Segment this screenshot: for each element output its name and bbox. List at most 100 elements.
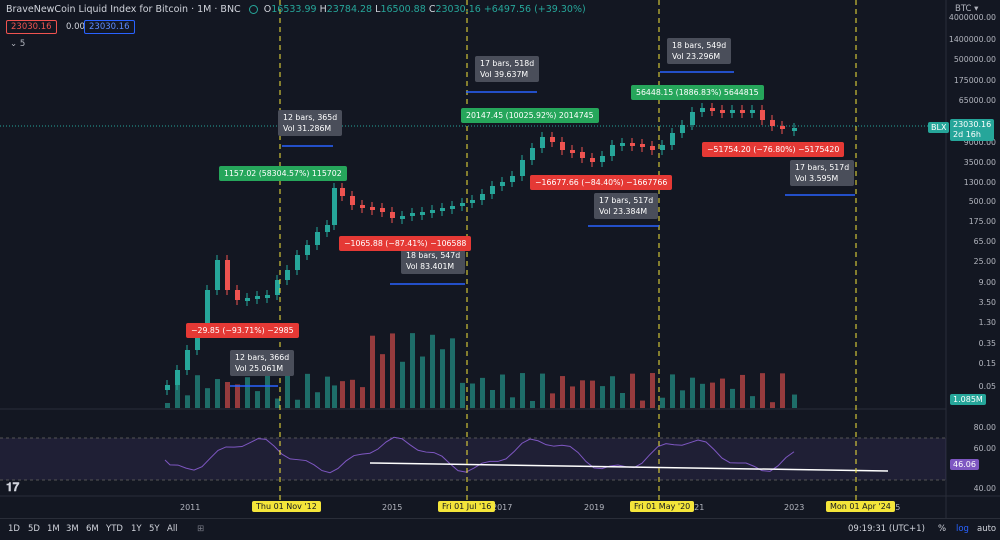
price-tick-label: 3.50 (978, 298, 996, 307)
percent-toggle[interactable]: % (938, 524, 947, 534)
candle (410, 213, 415, 216)
candle (792, 128, 797, 131)
candle (325, 225, 330, 232)
volume-bar (185, 395, 190, 408)
price-tick-label: 65.00 (973, 237, 996, 246)
chevron-down-icon: ⌄ (10, 39, 20, 49)
price-tick-label: 0.15 (978, 359, 996, 368)
measure-box-4[interactable]: 17 bars, 518d Vol 39.637M (475, 56, 540, 82)
volume-bar (305, 373, 310, 408)
log-toggle[interactable]: log (956, 524, 969, 534)
volume-bar (580, 380, 585, 408)
measure-box-1[interactable]: 12 bars, 366d Vol 25.061M (230, 350, 295, 376)
price-tick-label: 500000.00 (953, 55, 996, 64)
range-ytd[interactable]: YTD (106, 524, 123, 534)
measure-box-7[interactable]: 17 bars, 517d Vol 3.595M (790, 160, 855, 186)
volume-bar (600, 386, 605, 408)
measure-box-5[interactable]: 17 bars, 517d Vol 23.384M (594, 193, 659, 219)
volume-bar (760, 373, 765, 408)
range-1d[interactable]: 1D (8, 524, 20, 534)
range-all[interactable]: All (167, 524, 178, 534)
candle (450, 206, 455, 209)
tradingview-logo: 𝟏𝟕 (6, 480, 20, 494)
loss-box-2[interactable]: −1065.88 (−87.41%) −106588 (339, 236, 472, 251)
range-5d[interactable]: 5D (28, 524, 40, 534)
price-tick-label: 500.00 (968, 197, 996, 206)
volume-bar (560, 376, 565, 408)
price-tick-label: 175.00 (968, 217, 996, 226)
candle (710, 108, 715, 111)
candle (305, 245, 310, 255)
candle (780, 126, 785, 129)
candle (620, 143, 625, 146)
loss-box-1[interactable]: −29.85 (−93.71%) −2985 (186, 323, 299, 338)
range-1m[interactable]: 1M (47, 524, 60, 534)
indicators-toggle[interactable]: ⌄ 5 (10, 39, 26, 49)
range-3m[interactable]: 3M (66, 524, 79, 534)
volume-bar (175, 373, 180, 408)
volume-bar (380, 354, 385, 408)
rsi-trendline (369, 462, 889, 472)
range-6m[interactable]: 6M (86, 524, 99, 534)
rsi-value-badge: 46.06 (950, 459, 979, 470)
candle (332, 188, 337, 225)
gain-box-1[interactable]: 1157.02 (58304.57%) 115702 (219, 166, 347, 181)
currency-badge[interactable]: BTC ▾ (955, 4, 979, 14)
rsi-band (0, 438, 946, 480)
time-highlight: Thu 01 Nov '12 (252, 501, 321, 512)
measure-box-3[interactable]: 18 bars, 547d Vol 83.401M (401, 248, 466, 274)
volume-bar (255, 391, 260, 408)
rsi-tick-label: 60.00 (973, 444, 996, 453)
volume-bar (350, 379, 355, 408)
gain-box-2[interactable]: 20147.45 (10025.92%) 2014745 (461, 108, 599, 123)
auto-toggle[interactable]: auto (977, 524, 997, 534)
ohlc-values: O16533.99 H23784.28 L16500.88 C23030.16 … (263, 4, 586, 15)
loss-box-4[interactable]: −51754.20 (−76.80%) −5175420 (702, 142, 845, 157)
price-tick-label: 3500.00 (963, 158, 996, 167)
range-1y[interactable]: 1Y (131, 524, 142, 534)
rsi-tick-label: 40.00 (973, 484, 996, 493)
candle (215, 260, 220, 290)
calendar-icon[interactable]: ⊞ (197, 524, 205, 534)
bottom-toolbar: 1D 5D 1M 3M 6M YTD 1Y 5Y All ⊞ 09:19:31 … (0, 518, 1000, 540)
volume-bar (225, 382, 230, 408)
time-label: 2015 (382, 503, 403, 512)
candle (760, 110, 765, 120)
candle (470, 200, 475, 203)
candle (740, 110, 745, 113)
rsi-tick-label: 80.00 (973, 423, 996, 432)
volume-bar (295, 399, 300, 408)
loss-box-3[interactable]: −16677.66 (−84.40%) −1667766 (530, 175, 673, 190)
volume-bar (480, 377, 485, 408)
measure-box-2[interactable]: 12 bars, 365d Vol 31.286M (278, 110, 343, 136)
volume-bar (400, 361, 405, 408)
volume-bar (550, 393, 555, 408)
candle (590, 158, 595, 162)
volume-bar (215, 379, 220, 408)
candle (490, 186, 495, 194)
time-highlight: Mon 01 Apr '24 (826, 501, 895, 512)
range-5y[interactable]: 5Y (149, 524, 160, 534)
price-tick-label: 9.00 (978, 278, 996, 287)
gain-box-3[interactable]: 56448.15 (1886.83%) 5644815 (631, 85, 764, 100)
candle (340, 188, 345, 196)
volume-bar (630, 373, 635, 408)
candle (500, 182, 505, 186)
candle (315, 232, 320, 245)
clock-time[interactable]: 09:19:31 (UTC+1) (848, 524, 925, 534)
volume-bar (520, 373, 525, 408)
sell-price-tag[interactable]: 23030.16 (6, 20, 57, 34)
measure-box-6[interactable]: 18 bars, 549d Vol 23.296M (667, 38, 732, 64)
candle (225, 260, 230, 290)
buy-price-tag[interactable]: 23030.16 (84, 20, 135, 34)
volume-bar (285, 373, 290, 408)
volume-bar (640, 400, 645, 408)
candle (380, 208, 385, 212)
candle (670, 133, 675, 145)
price-tick-label: 9000.00 (963, 138, 996, 147)
volume-bar (730, 388, 735, 408)
price-tick-label: 1400000.00 (948, 35, 996, 44)
symbol-title[interactable]: BraveNewCoin Liquid Index for Bitcoin · … (6, 4, 241, 15)
time-label: 2021 (684, 503, 705, 512)
